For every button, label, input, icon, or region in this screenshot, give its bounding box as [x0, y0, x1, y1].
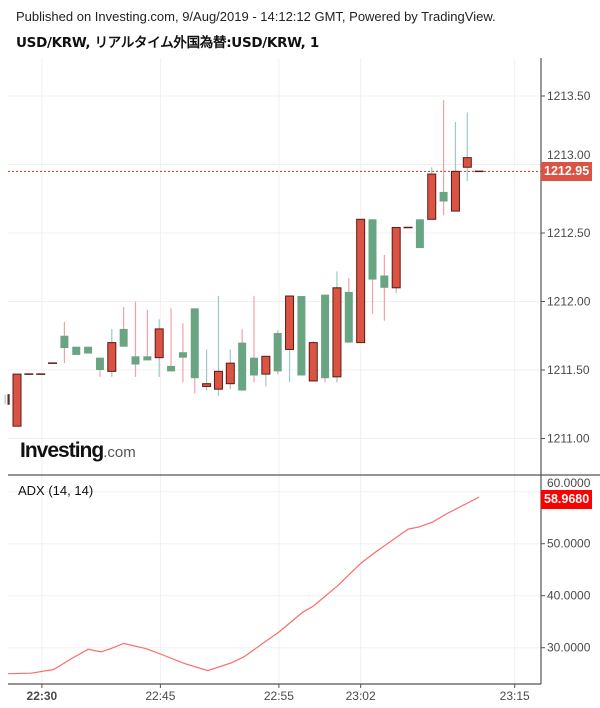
candle [60, 322, 69, 364]
candle [154, 319, 164, 377]
candle [213, 296, 223, 397]
candle [72, 346, 81, 355]
candle-body [213, 370, 223, 390]
logo-brand: Investing [20, 439, 104, 462]
candle-body [450, 170, 460, 212]
adx-value-badge: 58.9680 [541, 490, 593, 509]
candle-body [190, 308, 199, 379]
candle [368, 219, 377, 314]
candle-body [178, 352, 187, 358]
candle-body [167, 365, 176, 372]
candle-body [321, 294, 330, 379]
candle [450, 122, 460, 212]
candle-body [356, 218, 366, 344]
candle-body [84, 346, 93, 354]
candle-body [308, 342, 318, 382]
price-tick-label: 1212.50 [547, 226, 591, 240]
candle [107, 328, 117, 377]
candle [332, 271, 342, 383]
adx-tick-label: 50.0000 [547, 537, 591, 551]
time-tick-label: 22:55 [264, 689, 294, 703]
adx-tick-label: 60.0000 [547, 476, 591, 490]
candle-body [368, 219, 377, 280]
logo-suffix: .com [103, 444, 136, 461]
candle-body [332, 287, 342, 378]
candle [131, 301, 140, 377]
adx-line [8, 496, 480, 675]
candle [238, 328, 247, 391]
candle-body [7, 394, 10, 405]
price-tick-label: 1212.00 [547, 295, 591, 309]
candle-body [154, 328, 164, 359]
candle [119, 306, 128, 347]
candle-body [439, 191, 448, 202]
candle-body [131, 356, 140, 365]
candle [178, 323, 187, 383]
candle [356, 218, 366, 344]
time-tick-label: 23:02 [346, 689, 376, 703]
candle-body [119, 328, 128, 347]
candle [308, 341, 318, 382]
candle [321, 294, 330, 383]
candle [225, 349, 235, 390]
candle [95, 357, 104, 377]
candle-body [95, 357, 104, 370]
current-price-badge: 1212.95 [541, 162, 593, 181]
candle-body [225, 362, 235, 385]
candle [167, 308, 176, 372]
candle-body [72, 346, 81, 355]
price-tick-label: 1211.00 [547, 432, 590, 446]
adx-indicator-label[interactable]: ADX (14, 14) [18, 483, 94, 498]
candle-body [344, 291, 353, 343]
candle-body [60, 335, 69, 349]
candle-body [297, 296, 306, 376]
candle [285, 295, 295, 383]
price-tick-label: 1213.50 [547, 89, 591, 103]
price-tick-label: 1213.00 [547, 148, 591, 162]
time-tick-label: 22:30 [27, 689, 58, 703]
candle [261, 355, 271, 387]
candle-body [462, 157, 472, 168]
time-tick-label: 23:15 [500, 689, 530, 703]
candle [202, 349, 212, 391]
candle [297, 296, 306, 376]
candle-body [12, 373, 22, 427]
candle [250, 296, 258, 383]
investing-logo: Investing.com [20, 439, 136, 463]
candle-body [391, 227, 401, 289]
candle [415, 219, 424, 249]
candle-body [107, 342, 117, 372]
candle [344, 278, 353, 343]
candle-body [143, 356, 152, 361]
candle-body [250, 357, 258, 376]
candle [4, 394, 10, 405]
candle [190, 308, 199, 394]
candle [462, 112, 472, 181]
chart-title: USD/KRW, リアルタイム外国為替:USD/KRW, 1 [16, 35, 319, 51]
candle [427, 167, 437, 220]
candle [273, 330, 282, 375]
candle-body [380, 275, 389, 288]
candle-body [427, 173, 437, 220]
price-tick-label: 1211.50 [547, 363, 590, 377]
candle-body [202, 383, 212, 387]
time-tick-label: 22:45 [145, 689, 175, 703]
adx-tick-label: 40.0000 [547, 589, 591, 603]
candle-body [273, 333, 282, 372]
published-caption: Published on Investing.com, 9/Aug/2019 -… [16, 9, 496, 24]
candle [439, 100, 448, 216]
candle [391, 227, 401, 294]
candle [84, 346, 93, 354]
adx-tick-label: 30.0000 [547, 641, 591, 655]
candle-body [261, 355, 271, 375]
candle [12, 373, 22, 427]
candle-body [285, 295, 295, 350]
candle-body [238, 342, 247, 391]
candle-body [415, 219, 424, 249]
candle [143, 309, 152, 361]
candle [380, 254, 389, 321]
